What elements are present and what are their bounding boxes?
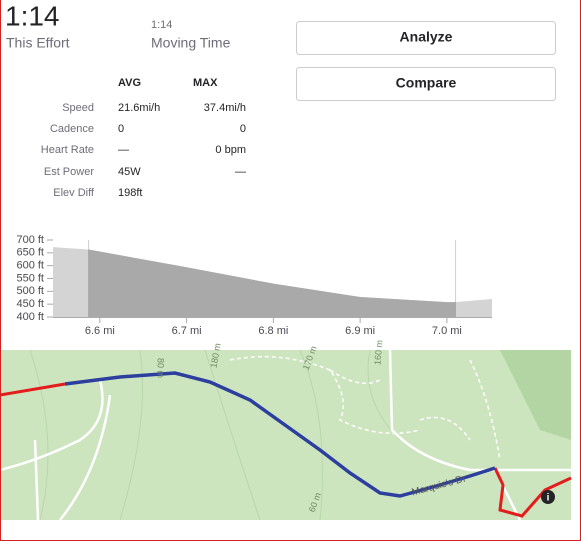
segment-route <box>64 371 496 498</box>
stat-label: Speed <box>62 102 94 114</box>
y-tick-label: 600 ft <box>16 260 44 272</box>
trails <box>229 355 501 461</box>
y-tick-label: 650 ft <box>16 247 44 259</box>
stat-label: Heart Rate <box>41 144 94 156</box>
route-outside <box>0 382 66 397</box>
stat-max: 0 <box>240 123 246 135</box>
x-tick-label: 6.8 mi <box>258 325 288 337</box>
y-tick-label: 700 ft <box>16 234 44 246</box>
stat-max: 0 bpm <box>215 144 246 156</box>
x-tick-label: 6.7 mi <box>172 325 202 337</box>
forest <box>500 350 571 440</box>
analyze-button[interactable]: Analyze <box>296 21 556 55</box>
info-glyph[interactable]: i <box>547 493 550 504</box>
y-tick-label: 400 ft <box>16 311 44 323</box>
button-label[interactable]: Analyze <box>400 29 453 45</box>
map-background <box>0 350 571 520</box>
button-frame[interactable] <box>296 67 556 101</box>
stat-label: Cadence <box>50 123 94 135</box>
stat-label: Elev Diff <box>53 187 95 199</box>
stat-avg: 45W <box>118 166 141 178</box>
stat-label: Est Power <box>44 166 94 178</box>
stat-max: — <box>235 166 246 178</box>
effort-area <box>88 249 456 317</box>
stat-avg: 21.6mi/h <box>118 102 160 114</box>
y-tick-label: 550 ft <box>16 272 44 284</box>
x-tick-label: 6.6 mi <box>85 325 115 337</box>
button-label[interactable]: Compare <box>396 75 457 91</box>
x-tick-label: 7.0 mi <box>432 325 462 337</box>
route-outside <box>493 467 572 518</box>
effort-time: 1:14 <box>5 0 60 31</box>
stats-header: MAX <box>193 77 218 89</box>
button-frame[interactable] <box>296 21 556 55</box>
stat-max: 37.4mi/h <box>204 102 246 114</box>
stats-header: AVG <box>118 77 141 89</box>
moving-time: 1:14 <box>151 19 172 31</box>
info-icon[interactable] <box>541 490 555 504</box>
compare-button[interactable]: Compare <box>296 67 556 101</box>
stat-avg: — <box>118 144 129 156</box>
y-tick-label: 450 ft <box>16 298 44 310</box>
x-tick-label: 6.9 mi <box>345 325 375 337</box>
map: 80 m 180 m 170 m 160 m 60 m Marquis's Dr… <box>0 340 572 521</box>
contour-label: 160 m <box>372 340 384 366</box>
stat-avg: 198ft <box>118 187 142 199</box>
stats-table: AVG MAX Speed 21.6mi/h 37.4mi/h Cadence 0 0 Hear… <box>41 77 246 199</box>
contour-label: 180 m <box>208 342 222 368</box>
y-tick-label: 500 ft <box>16 285 44 297</box>
contour-label: 80 m <box>156 358 166 378</box>
stat-avg: 0 <box>118 123 124 135</box>
moving-label: Moving Time <box>151 35 231 51</box>
contours <box>29 349 401 521</box>
effort-label: This Effort <box>6 35 70 51</box>
